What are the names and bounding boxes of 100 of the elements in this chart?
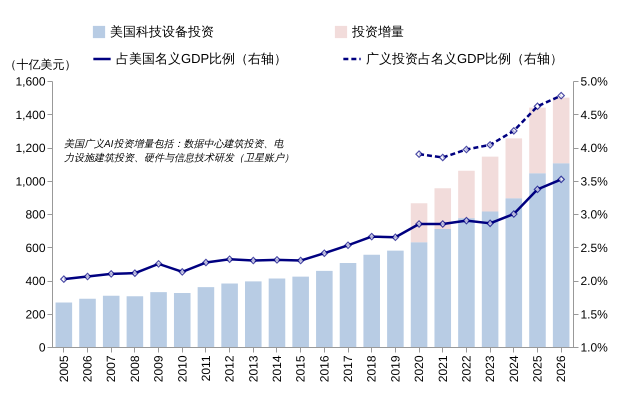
bar	[268, 278, 286, 347]
y2-tick-label: 1.0%	[580, 340, 608, 354]
point	[534, 186, 542, 194]
x-tick-label: 2025	[530, 355, 544, 382]
y-tick-label: 1,000	[15, 174, 46, 188]
point	[557, 92, 565, 100]
bar	[174, 292, 191, 347]
y2-tick-label: 3.0%	[580, 208, 608, 222]
y-tick-label: 1,400	[15, 108, 46, 122]
bar	[410, 242, 428, 347]
x-tick-label: 2021	[436, 355, 450, 382]
point	[438, 220, 447, 228]
point	[392, 234, 400, 242]
point	[368, 232, 376, 240]
y2-tick-label: 5.0%	[580, 74, 608, 88]
point	[486, 141, 494, 149]
x-tick-label: 2006	[80, 355, 95, 382]
y-tick-label: 1,600	[15, 74, 46, 88]
point	[131, 269, 139, 277]
bar	[529, 173, 546, 347]
x-tick-label: 2017	[341, 355, 356, 382]
y2-tick-label: 2.5%	[580, 240, 608, 255]
point	[107, 270, 115, 278]
x-tick-label: 2018	[364, 355, 379, 382]
bar	[56, 302, 72, 347]
bar	[458, 170, 475, 218]
bar	[482, 212, 498, 347]
x-tick-label: 2011	[198, 355, 213, 382]
y-tick-label: 600	[25, 240, 46, 255]
bar	[410, 203, 428, 242]
bar	[340, 263, 356, 347]
point	[534, 102, 542, 110]
point	[84, 272, 92, 280]
x-tick-label: 2009	[152, 355, 166, 382]
bar	[79, 298, 96, 347]
bar	[126, 296, 144, 347]
x-tick-label: 2013	[246, 355, 260, 382]
bar	[150, 292, 167, 347]
x-tick-label: 2023	[483, 355, 498, 382]
legend-label: 占美国名义GDP比例（右轴）	[116, 51, 288, 66]
bar	[292, 276, 309, 347]
bar	[506, 198, 522, 347]
y-tick-label: 0	[38, 340, 46, 354]
bar	[221, 283, 238, 347]
point	[486, 220, 494, 228]
point	[202, 258, 210, 266]
point	[296, 256, 304, 264]
y-tick-label: 1,200	[15, 141, 46, 155]
legend-label: 投资增量	[351, 24, 404, 39]
y-tick-label: 200	[25, 307, 46, 322]
point	[438, 154, 447, 162]
y2-tick-label: 2.0%	[580, 274, 608, 288]
bar	[506, 138, 522, 198]
bar	[552, 163, 570, 347]
bar	[529, 108, 546, 174]
point	[273, 256, 281, 264]
point	[462, 216, 470, 224]
bar	[363, 254, 380, 347]
point	[510, 127, 518, 135]
point	[557, 176, 565, 184]
point	[415, 150, 423, 158]
y-axis-title: （十亿美元）	[4, 58, 76, 72]
bar	[458, 218, 475, 347]
point	[510, 210, 518, 218]
x-tick-label: 2020	[412, 355, 426, 382]
bar	[198, 287, 214, 347]
y2-tick-label: 4.5%	[580, 108, 608, 122]
point	[415, 220, 423, 228]
bar	[387, 250, 404, 347]
point	[250, 256, 258, 264]
x-tick-label: 2015	[294, 355, 308, 382]
x-tick-label: 2008	[128, 355, 142, 382]
point	[226, 255, 234, 263]
point	[154, 260, 162, 268]
point	[344, 241, 352, 250]
y2-tick-label: 4.0%	[580, 141, 608, 155]
legend-label: 广义投资占名义GDP比例（右轴）	[366, 51, 564, 66]
y-tick-label: 400	[25, 274, 46, 288]
bar	[434, 228, 452, 347]
x-tick-label: 2019	[388, 355, 402, 382]
y2-tick-label: 3.5%	[580, 174, 608, 188]
y-tick-label: 800	[25, 208, 46, 222]
x-tick-label: 2022	[459, 355, 474, 382]
x-tick-label: 2016	[317, 355, 332, 382]
x-tick-label: 2024	[506, 355, 521, 382]
x-tick-label: 2007	[104, 355, 118, 382]
point	[178, 268, 186, 276]
point	[462, 146, 470, 154]
point	[60, 275, 68, 283]
bar	[245, 281, 262, 347]
bar	[552, 98, 570, 164]
x-tick-label: 2026	[554, 355, 568, 382]
point	[320, 249, 328, 257]
x-tick-label: 2014	[270, 355, 284, 382]
bar	[102, 296, 120, 347]
bar	[434, 188, 452, 229]
x-tick-label: 2005	[56, 355, 71, 382]
x-tick-label: 2012	[222, 355, 237, 382]
x-tick-label: 2010	[175, 355, 190, 382]
legend-label: 美国科技设备投资	[110, 24, 214, 39]
